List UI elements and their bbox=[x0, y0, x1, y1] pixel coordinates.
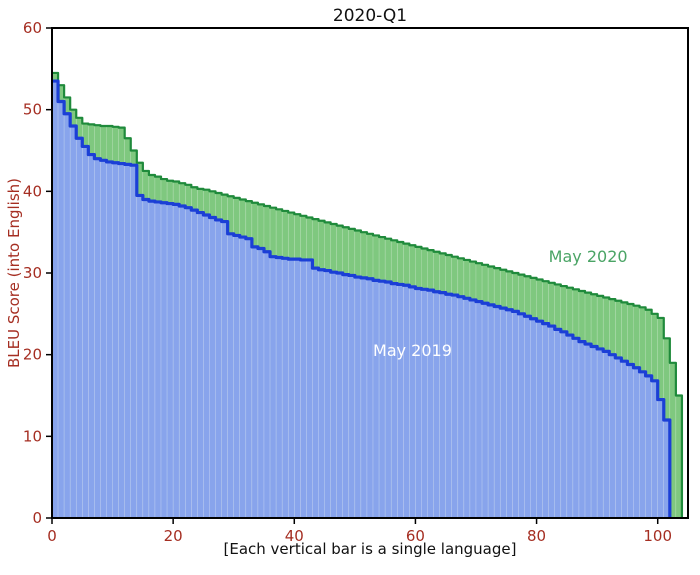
y-tick-label: 60 bbox=[23, 19, 42, 37]
x-tick-label: 0 bbox=[47, 527, 57, 545]
x-tick-label: 80 bbox=[527, 527, 546, 545]
x-tick-label: 40 bbox=[285, 527, 304, 545]
y-tick-label: 50 bbox=[23, 101, 42, 119]
y-tick-label: 30 bbox=[23, 264, 42, 282]
y-axis-label: BLEU Score (into English) bbox=[5, 177, 23, 369]
annotation-may-2020: May 2020 bbox=[548, 246, 628, 266]
chart-title: 2020-Q1 bbox=[332, 6, 408, 26]
annotation-may-2019: May 2019 bbox=[373, 340, 452, 360]
y-tick-label: 20 bbox=[23, 346, 42, 364]
y-tick-label: 10 bbox=[23, 427, 42, 445]
x-tick-label: 20 bbox=[164, 527, 183, 545]
x-tick-label: 100 bbox=[643, 527, 672, 545]
x-axis-label: [Each vertical bar is a single language] bbox=[223, 540, 517, 558]
x-tick-label: 60 bbox=[406, 527, 425, 545]
y-tick-label: 40 bbox=[23, 182, 42, 200]
y-tick-label: 0 bbox=[32, 509, 42, 527]
